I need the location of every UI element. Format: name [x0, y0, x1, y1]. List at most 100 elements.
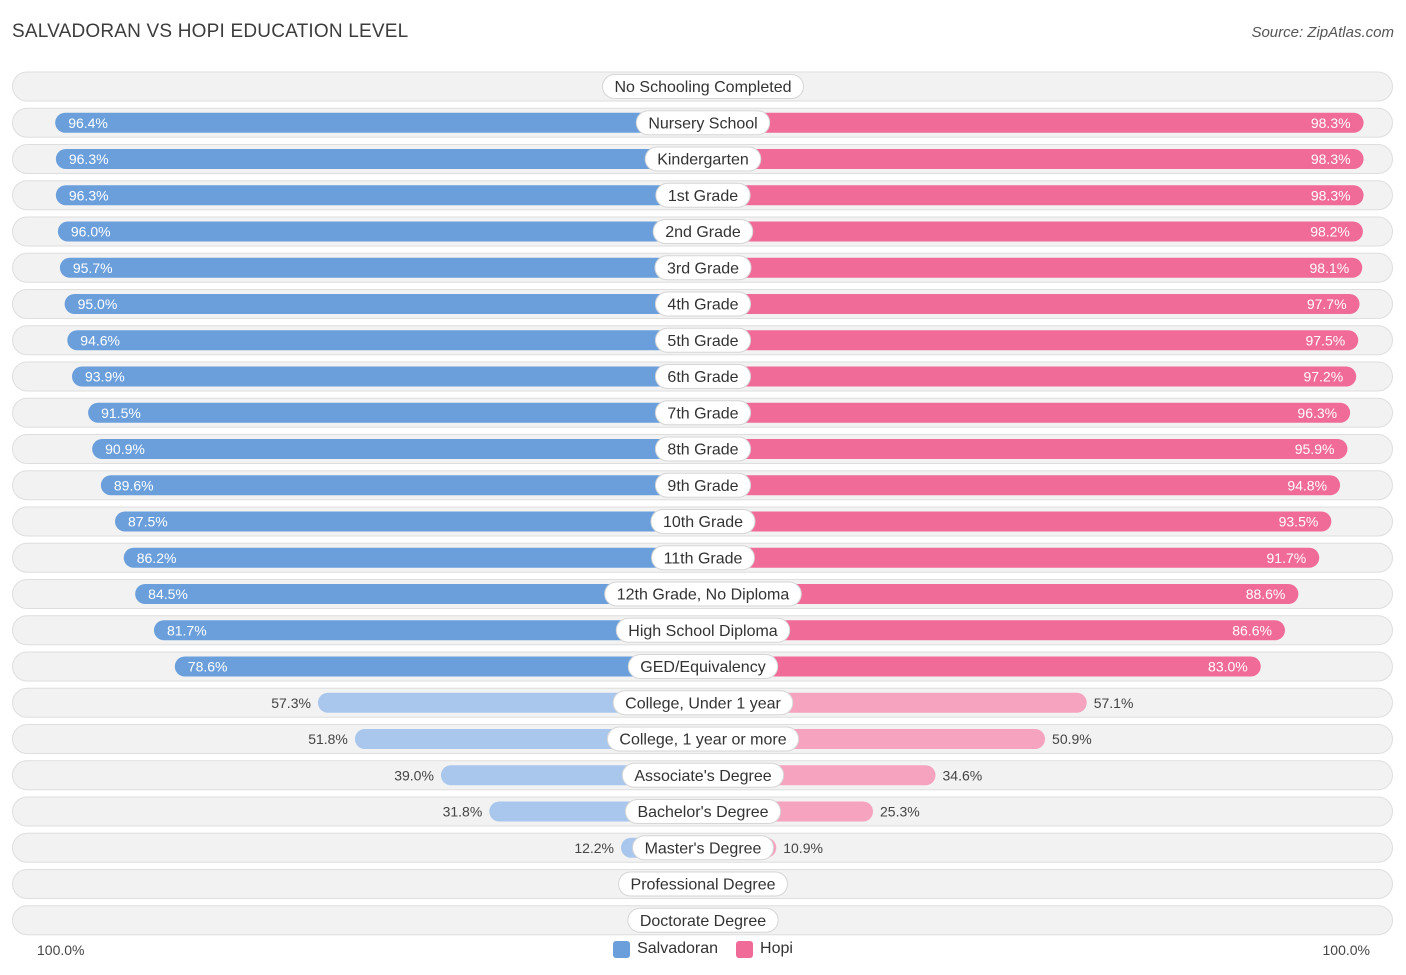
- bar-hopi: [703, 511, 1332, 532]
- bar-hopi: [703, 330, 1359, 351]
- category-label: Doctorate Degree: [640, 913, 766, 930]
- category-pill: [654, 327, 752, 353]
- value-label-salvadoran: 95.0%: [78, 296, 118, 312]
- category-pill: [627, 907, 779, 933]
- value-label-salvadoran: 96.4%: [68, 115, 108, 131]
- bar-salvadoran: [55, 112, 703, 133]
- value-label-salvadoran: 96.0%: [71, 224, 111, 240]
- value-label-salvadoran: 81.7%: [167, 622, 207, 638]
- bar-salvadoran: [115, 511, 703, 532]
- category-label: 6th Grade: [667, 369, 738, 386]
- legend-item-salvadoran: Salvadoran: [613, 940, 718, 958]
- category-pill: [624, 799, 782, 824]
- value-label-hopi: 94.8%: [1287, 477, 1327, 493]
- category-label: Master's Degree: [645, 840, 762, 857]
- bar-hopi: [703, 366, 1357, 387]
- value-label-hopi: 95.9%: [1295, 441, 1335, 457]
- value-label-salvadoran: 78.6%: [188, 659, 228, 675]
- bar-salvadoran: [135, 584, 703, 604]
- bar-salvadoran: [88, 402, 704, 423]
- bar-hopi: [703, 656, 1261, 677]
- legend-label-hopi: Hopi: [760, 940, 793, 957]
- bar-salvadoran: [123, 547, 703, 568]
- bar-hopi: [703, 584, 1299, 604]
- category-pill: [654, 400, 752, 426]
- bar-hopi: [703, 402, 1351, 423]
- legend-label-salvadoran: Salvadoran: [637, 940, 719, 957]
- bar-hopi: [703, 547, 1320, 568]
- bar-hopi: [703, 620, 1285, 641]
- category-label: 1st Grade: [668, 188, 738, 205]
- value-label-hopi: 86.6%: [1232, 622, 1272, 638]
- value-label-salvadoran: 94.6%: [80, 332, 120, 348]
- category-pill: [654, 472, 752, 498]
- value-label-hopi: 50.9%: [1052, 731, 1092, 747]
- category-label: 3rd Grade: [667, 260, 739, 277]
- category-pill: [612, 690, 794, 716]
- category-pill: [615, 617, 791, 643]
- legend: Salvadoran Hopi: [0, 940, 1406, 958]
- category-pill: [654, 436, 752, 462]
- bar-salvadoran: [100, 475, 703, 496]
- value-label-salvadoran: 84.5%: [148, 586, 188, 602]
- category-pill: [606, 726, 800, 752]
- value-label-salvadoran: 89.6%: [114, 477, 154, 493]
- category-label: Associate's Degree: [634, 768, 771, 785]
- value-label-salvadoran: 57.3%: [271, 695, 311, 711]
- value-label-salvadoran: 96.3%: [69, 151, 109, 167]
- bar-hopi: [703, 221, 1363, 242]
- value-label-hopi: 98.2%: [1310, 224, 1350, 240]
- bar-salvadoran: [71, 366, 703, 387]
- bar-hopi: [703, 439, 1348, 459]
- bar-salvadoran: [59, 257, 704, 278]
- value-label-salvadoran: 93.9%: [85, 369, 125, 385]
- category-label: Bachelor's Degree: [637, 804, 768, 821]
- value-label-salvadoran: 31.8%: [443, 804, 483, 820]
- value-label-salvadoran: 96.3%: [69, 187, 109, 203]
- bar-salvadoran: [55, 185, 703, 206]
- category-pill: [621, 762, 785, 788]
- bar-hopi: [703, 294, 1360, 314]
- bar-salvadoran: [153, 620, 703, 641]
- bar-salvadoran: [92, 439, 704, 459]
- bar-hopi: [703, 185, 1364, 206]
- value-label-hopi: 91.7%: [1267, 550, 1307, 566]
- category-pill: [602, 74, 804, 99]
- category-pill: [604, 581, 802, 607]
- value-label-hopi: 96.3%: [1297, 405, 1337, 421]
- category-label: 8th Grade: [667, 442, 738, 459]
- value-label-hopi: 97.2%: [1303, 369, 1343, 385]
- value-label-salvadoran: 90.9%: [105, 441, 145, 457]
- value-label-salvadoran: 95.7%: [73, 260, 113, 276]
- category-label: GED/Equivalency: [640, 659, 765, 676]
- value-label-hopi: 83.0%: [1208, 659, 1248, 675]
- category-pill: [635, 110, 771, 136]
- bar-hopi: [703, 692, 1087, 713]
- value-label-hopi: 34.6%: [943, 767, 983, 783]
- category-label: Kindergarten: [657, 152, 749, 169]
- category-label: High School Diploma: [628, 623, 778, 640]
- category-pill: [651, 545, 755, 571]
- category-pill: [654, 364, 752, 389]
- category-pill: [627, 654, 779, 679]
- value-label-salvadoran: 86.2%: [137, 550, 177, 566]
- value-label-hopi: 97.5%: [1305, 332, 1345, 348]
- legend-swatch-hopi: [736, 940, 754, 958]
- value-label-hopi: 57.1%: [1094, 695, 1134, 711]
- chart-title: SALVADORAN VS HOPI EDUCATION LEVEL: [12, 21, 409, 42]
- value-label-hopi: 93.5%: [1279, 514, 1319, 530]
- category-label: 10th Grade: [663, 514, 743, 531]
- legend-swatch-salvadoran: [613, 940, 631, 958]
- category-label: 4th Grade: [667, 297, 738, 314]
- bar-hopi: [703, 475, 1341, 496]
- bar-hopi: [703, 257, 1363, 278]
- value-label-hopi: 97.7%: [1307, 296, 1347, 312]
- category-label: College, 1 year or more: [619, 732, 786, 749]
- category-pill: [650, 509, 756, 534]
- source-label: Source: ZipAtlas.com: [1251, 24, 1394, 41]
- category-label: 9th Grade: [667, 478, 738, 495]
- value-label-hopi: 10.9%: [783, 840, 823, 856]
- bar-hopi: [703, 149, 1364, 169]
- category-pill: [654, 291, 752, 317]
